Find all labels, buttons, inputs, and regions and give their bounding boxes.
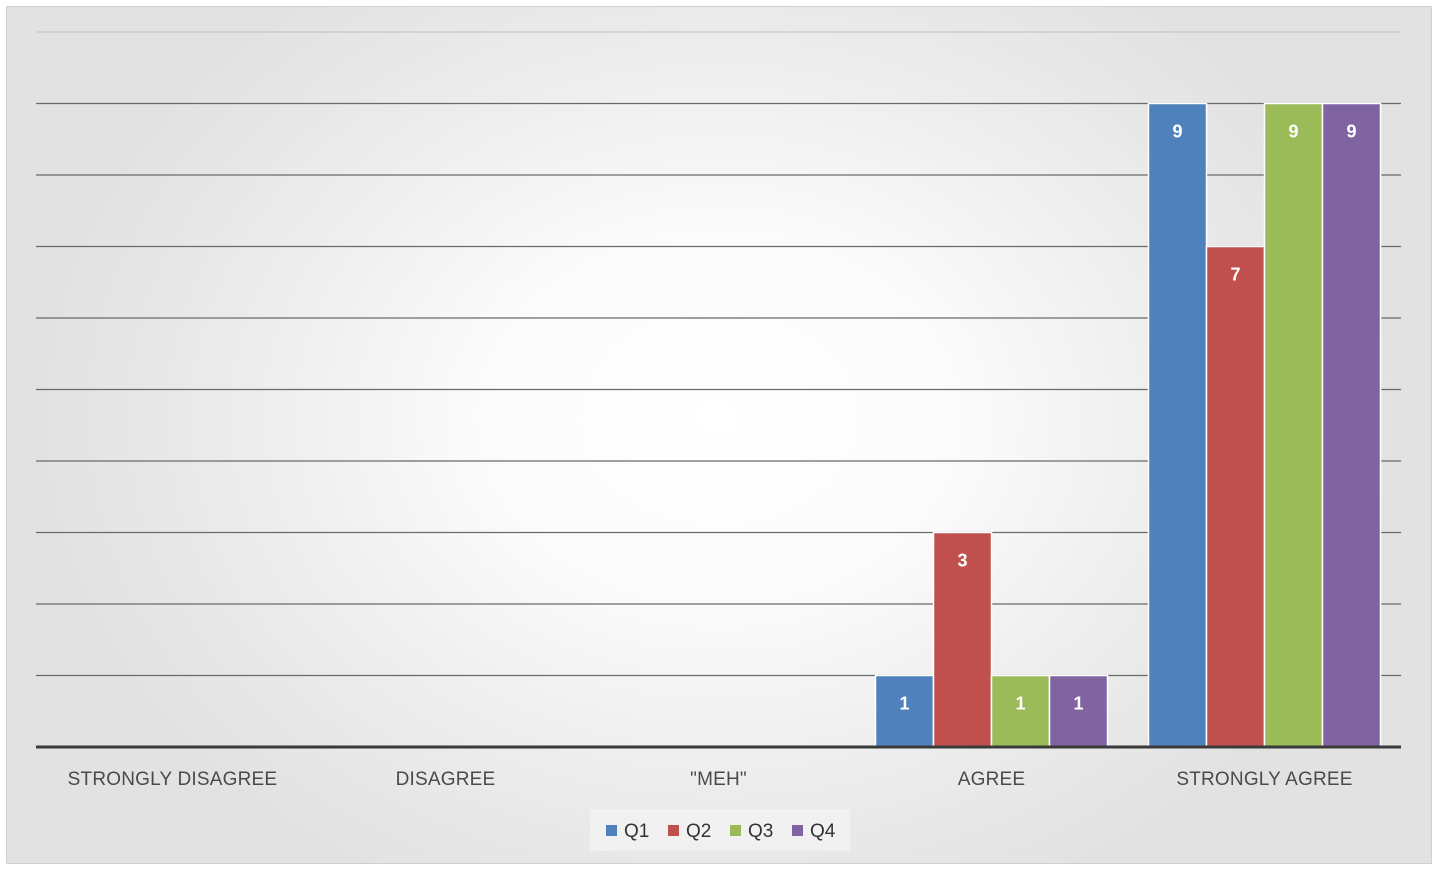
bar-q1 <box>1147 102 1208 748</box>
x-axis: STRONGLY DISAGREE DISAGREE "MEH" AGREE STRON… <box>36 745 1401 790</box>
bar-q4 <box>1321 102 1382 748</box>
x-tick-label: STRONGLY DISAGREE <box>68 769 278 790</box>
x-tick-label: DISAGREE <box>396 769 496 790</box>
legend-label: Q2 <box>686 821 711 842</box>
legend-swatch <box>668 825 679 836</box>
x-tick-label: AGREE <box>958 769 1026 790</box>
data-label: 1 <box>1073 694 1083 714</box>
data-label: 7 <box>1230 265 1240 285</box>
data-label: 1 <box>1015 694 1025 714</box>
bar-q3 <box>990 674 1051 748</box>
legend-swatch <box>792 825 803 836</box>
legend-swatch <box>730 825 741 836</box>
bar-q3 <box>1263 102 1324 748</box>
bars <box>874 102 1382 748</box>
data-label: 1 <box>899 694 909 714</box>
data-label: 9 <box>1288 122 1298 142</box>
legend: Q1 Q2 Q3 Q4 <box>590 809 850 851</box>
data-label: 3 <box>957 551 967 571</box>
legend-swatch <box>606 825 617 836</box>
bar-q1 <box>874 674 935 748</box>
data-label: 9 <box>1346 122 1356 142</box>
data-label: 9 <box>1172 122 1182 142</box>
x-tick-label: "MEH" <box>690 769 747 790</box>
legend-label: Q1 <box>624 821 649 842</box>
legend-label: Q4 <box>810 821 836 842</box>
bar-q2 <box>1205 245 1266 748</box>
x-tick-label: STRONGLY AGREE <box>1176 769 1352 790</box>
legend-label: Q3 <box>748 821 773 842</box>
bar-q4 <box>1048 674 1109 748</box>
legend-box <box>590 809 850 851</box>
